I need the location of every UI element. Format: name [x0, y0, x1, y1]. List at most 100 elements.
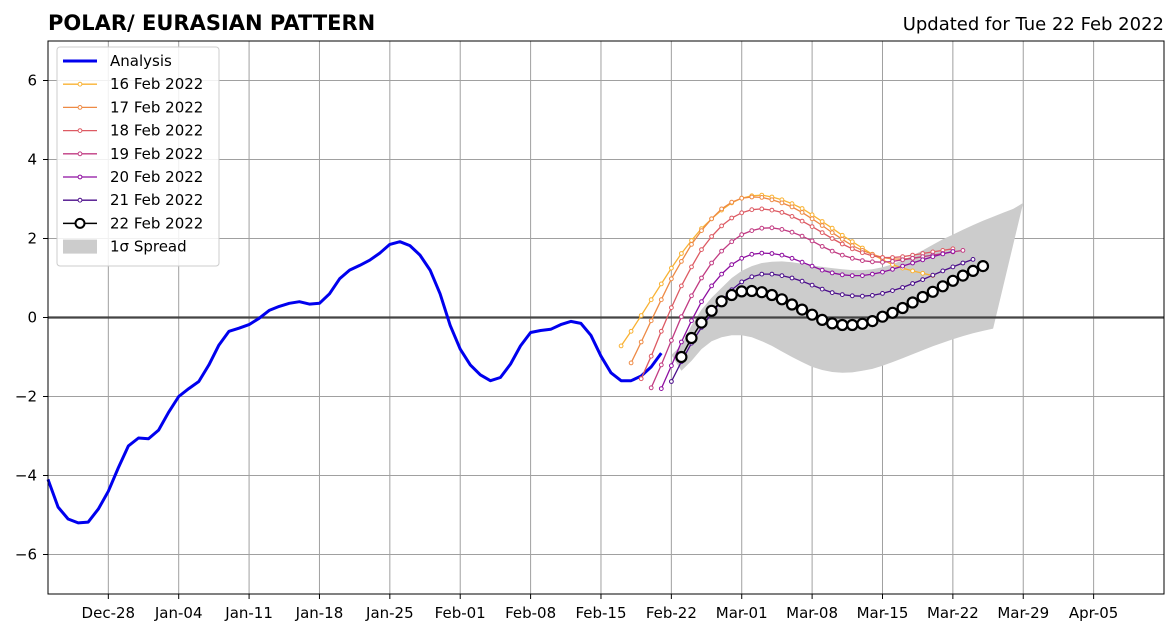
series-point-forecast-latest: [715, 295, 728, 308]
series-point-forecast-5: [679, 339, 684, 345]
series-point-forecast-6: [870, 293, 875, 298]
series-point-forecast-3: [689, 264, 694, 270]
series-point-forecast-1: [829, 225, 835, 231]
legend-label: 16 Feb 2022: [110, 75, 203, 93]
series-point-forecast-6: [970, 257, 976, 262]
series-point-forecast-2: [719, 206, 724, 212]
legend-marker-forecast-latest: [74, 217, 86, 229]
series-point-forecast-6: [769, 271, 775, 277]
series-point-forecast-latest: [675, 350, 688, 364]
series-point-forecast-2: [819, 223, 825, 228]
x-tick-label: Mar-29: [997, 604, 1049, 622]
legend-swatch-spread: [63, 239, 97, 254]
series-point-forecast-latest: [725, 288, 738, 302]
series-point-forecast-latest: [745, 284, 758, 298]
legend-label: 19 Feb 2022: [110, 145, 203, 163]
series-point-forecast-3: [769, 207, 775, 213]
series-point-forecast-2: [658, 297, 664, 303]
series-point-forecast-3: [679, 283, 684, 289]
series-point-forecast-5: [689, 318, 694, 324]
series-point-forecast-6: [880, 291, 885, 296]
series-point-forecast-3: [658, 328, 664, 334]
series-point-forecast-3: [890, 255, 895, 260]
series-point-forecast-6: [789, 275, 795, 281]
legend-marker-forecast-2: [77, 105, 83, 110]
series-point-forecast-5: [799, 259, 805, 265]
x-tick-label: Mar-22: [927, 604, 979, 622]
chart-subtitle: Updated for Tue 22 Feb 2022: [903, 14, 1164, 35]
series-point-forecast-2: [648, 318, 654, 324]
series-point-forecast-2: [709, 216, 714, 222]
series-point-forecast-latest: [735, 285, 748, 298]
series-point-forecast-1: [920, 270, 926, 276]
series-point-forecast-5: [849, 273, 855, 279]
series-point-forecast-3: [849, 246, 855, 252]
series-line-analysis: [46, 240, 663, 525]
series-point-forecast-5: [920, 257, 926, 263]
series-point-forecast-latest: [966, 264, 980, 277]
series-point-forecast-4: [679, 314, 684, 320]
series-point-forecast-4: [769, 225, 775, 231]
series-point-forecast-4: [819, 244, 825, 249]
series-point-forecast-latest: [876, 310, 889, 323]
series-point-forecast-3: [648, 353, 654, 359]
series-point-forecast-latest: [956, 269, 970, 282]
legend-label: 17 Feb 2022: [110, 98, 203, 116]
series-point-forecast-5: [699, 299, 704, 305]
series-point-forecast-4: [729, 239, 735, 245]
legend-label: 20 Feb 2022: [110, 168, 203, 186]
legend-marker-forecast-6: [77, 197, 83, 203]
y-tick-label: −6: [15, 546, 37, 564]
series-point-forecast-3: [699, 247, 704, 253]
series-point-forecast-latest: [765, 288, 779, 302]
series-point-forecast-2: [689, 242, 694, 247]
legend-box: [56, 46, 220, 267]
y-tick-label: 4: [27, 151, 37, 169]
series-point-forecast-4: [689, 293, 694, 299]
legend-label: 1σ Spread: [110, 238, 187, 256]
series-point-forecast-5: [930, 254, 936, 260]
series-point-forecast-4: [849, 255, 855, 261]
series-point-forecast-latest: [916, 290, 929, 304]
series-point-forecast-5: [669, 363, 674, 369]
series-point-forecast-3: [719, 223, 724, 229]
series-group: [46, 192, 990, 525]
series-point-forecast-2: [829, 230, 835, 236]
series-point-forecast-3: [729, 215, 735, 221]
series-point-forecast-5: [739, 255, 745, 261]
series-point-forecast-3: [759, 206, 765, 212]
x-tick-label: Jan-18: [295, 604, 344, 622]
axis-ticks: Dec-28 Jan-04 Jan-11 Jan-18 Jan-25 Feb-01 Feb-…: [15, 72, 1118, 623]
series-point-forecast-latest: [695, 316, 708, 329]
series-point-forecast-5: [789, 255, 795, 261]
series-point-forecast-3: [839, 241, 845, 247]
series-point-forecast-5: [729, 262, 735, 268]
series-point-forecast-1: [679, 251, 684, 256]
series-point-forecast-4: [799, 233, 805, 239]
series-point-forecast-1: [658, 281, 664, 287]
series-point-forecast-5: [890, 266, 895, 272]
series-point-forecast-4: [779, 227, 785, 232]
series-point-forecast-3: [749, 207, 755, 213]
series-point-forecast-2: [729, 199, 735, 205]
series-point-forecast-4: [870, 259, 875, 265]
series-point-forecast-6: [739, 279, 745, 285]
series-point-forecast-3: [669, 305, 674, 311]
series-point-forecast-latest: [795, 303, 809, 316]
series-point-forecast-6: [749, 274, 755, 280]
series-point-forecast-5: [719, 271, 724, 277]
series-point-forecast-latest: [685, 331, 698, 345]
x-tick-label: Mar-15: [857, 604, 909, 622]
series-point-forecast-4: [759, 225, 765, 231]
series-point-forecast-latest: [866, 315, 879, 328]
series-point-forecast-6: [860, 293, 865, 299]
series-point-forecast-latest: [836, 318, 849, 332]
series-point-forecast-1: [910, 268, 915, 274]
series-point-forecast-2: [638, 339, 644, 345]
series-point-forecast-latest: [856, 317, 869, 330]
series-point-forecast-4: [829, 248, 835, 254]
series-point-forecast-4: [900, 257, 905, 263]
series-point-forecast-4: [739, 232, 745, 238]
x-tick-label: Apr-05: [1069, 604, 1119, 622]
series-point-forecast-3: [638, 376, 644, 382]
